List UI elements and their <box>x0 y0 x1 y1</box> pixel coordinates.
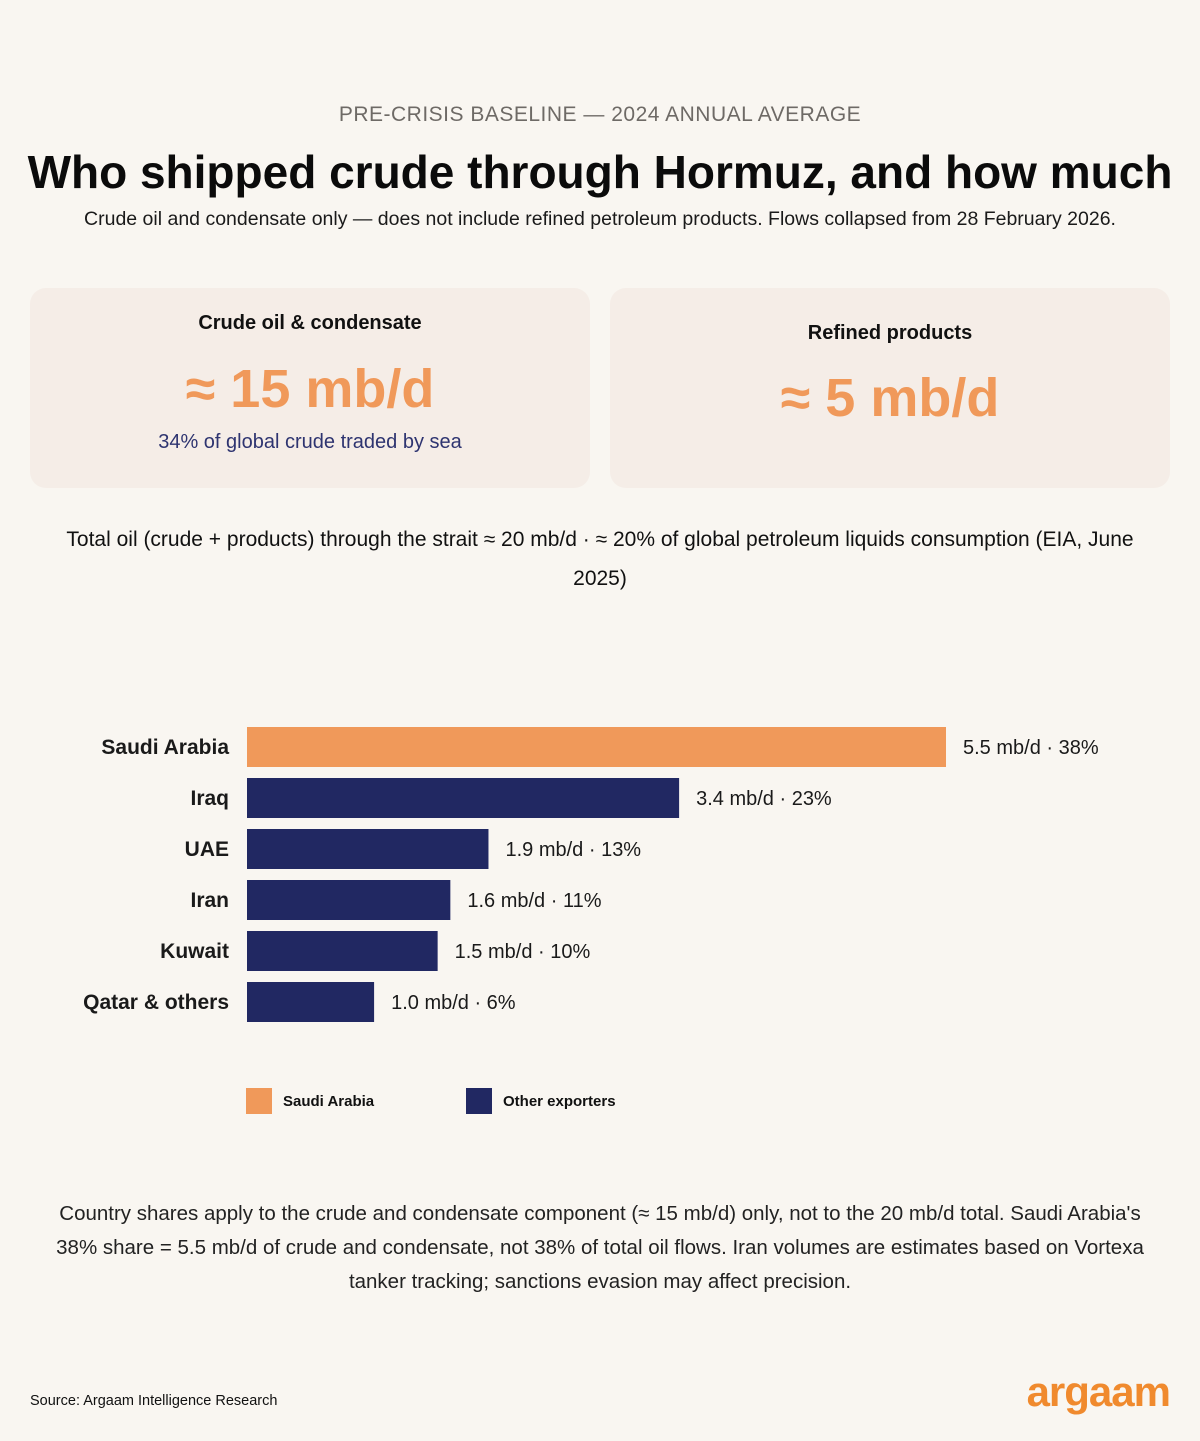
bar <box>247 880 451 920</box>
bar-chart: Saudi Arabia 5.5 mb/d · 38% Iraq 3.4 mb/d ·… <box>83 727 1099 1022</box>
legend-label-saudi: Saudi Arabia <box>283 1092 375 1110</box>
page-title: Who shipped crude through Hormuz, and ho… <box>27 146 1173 198</box>
bar <box>247 778 680 818</box>
source-note: Source: Argaam Intelligence Research <box>30 1393 278 1409</box>
crude-card-value: ≈ 15 mb/d <box>185 359 435 419</box>
legend-label-others: Other exporters <box>503 1092 616 1110</box>
data-label: 1.9 mb/d · 13% <box>505 839 641 861</box>
legend-item-others: Other exporters <box>466 1088 616 1114</box>
data-label: 3.4 mb/d · 23% <box>696 788 832 810</box>
bar <box>247 931 438 971</box>
category-label: Saudi Arabia <box>101 736 229 759</box>
data-label: 1.0 mb/d · 6% <box>391 992 516 1014</box>
legend-swatch-others <box>466 1088 492 1114</box>
legend-item-saudi: Saudi Arabia <box>246 1088 374 1114</box>
refined-card: Refined products ≈ 5 mb/d <box>610 288 1170 488</box>
legend-swatch-saudi <box>246 1088 272 1114</box>
bar <box>247 982 375 1022</box>
footnote: Country shares apply to the crude and co… <box>56 1202 1144 1293</box>
crude-card-note: 34% of global crude traded by sea <box>158 431 462 453</box>
refined-card-value: ≈ 5 mb/d <box>780 368 1000 428</box>
eyebrow: PRE-CRISIS BASELINE — 2024 ANNUAL AVERAG… <box>338 103 862 126</box>
data-label: 1.5 mb/d · 10% <box>455 941 591 963</box>
crude-card-label: Crude oil & condensate <box>198 312 422 334</box>
crude-card: Crude oil & condensate ≈ 15 mb/d 34% of … <box>30 288 590 488</box>
data-label: 5.5 mb/d · 38% <box>963 737 1099 759</box>
category-label: Iraq <box>190 787 229 810</box>
category-label: Iran <box>190 889 229 912</box>
category-label: Qatar & others <box>83 991 229 1014</box>
bar <box>247 727 946 767</box>
bar <box>247 829 489 869</box>
page-subtitle: Crude oil and condensate only — does not… <box>84 208 1116 230</box>
refined-card-label: Refined products <box>807 322 973 344</box>
total-flow-note: Total oil (crude + products) through the… <box>66 528 1134 590</box>
category-label: UAE <box>185 838 229 861</box>
data-label: 1.6 mb/d · 11% <box>467 890 601 912</box>
category-label: Kuwait <box>160 940 229 963</box>
argaam-logo: argaam <box>1026 1368 1171 1415</box>
